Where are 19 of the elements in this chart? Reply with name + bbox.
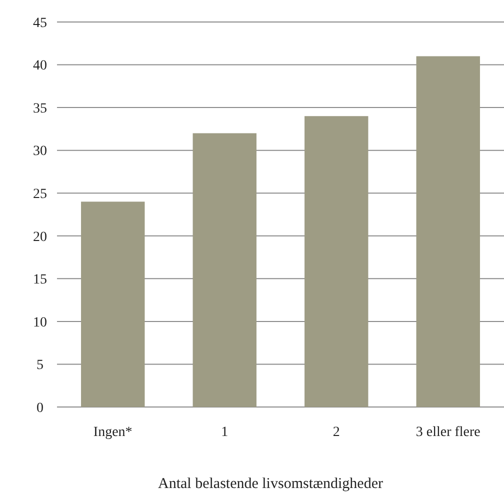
y-tick-label: 5 <box>36 358 44 374</box>
bar <box>304 116 368 407</box>
bar <box>192 133 256 407</box>
x-tick-label: 1 <box>221 425 228 440</box>
y-tick-label: 30 <box>33 144 47 160</box>
x-axis-title: Antal belastende livsomstændigheder <box>158 476 383 492</box>
y-tick-label: 45 <box>33 16 47 31</box>
y-tick-label: 25 <box>33 187 47 202</box>
y-tick-label: 40 <box>33 58 47 74</box>
x-tick-label: 2 <box>332 425 340 440</box>
x-tick-label: 3 eller flere <box>416 425 480 440</box>
y-tick-label: 10 <box>33 315 47 330</box>
x-tick-label: Ingen* <box>93 425 132 440</box>
y-tick-label: 20 <box>33 230 47 245</box>
y-tick-label: 15 <box>33 272 47 288</box>
y-tick-label: 0 <box>36 400 44 416</box>
y-tick-label: 35 <box>33 101 47 116</box>
bar <box>81 202 145 407</box>
bar <box>416 56 480 407</box>
